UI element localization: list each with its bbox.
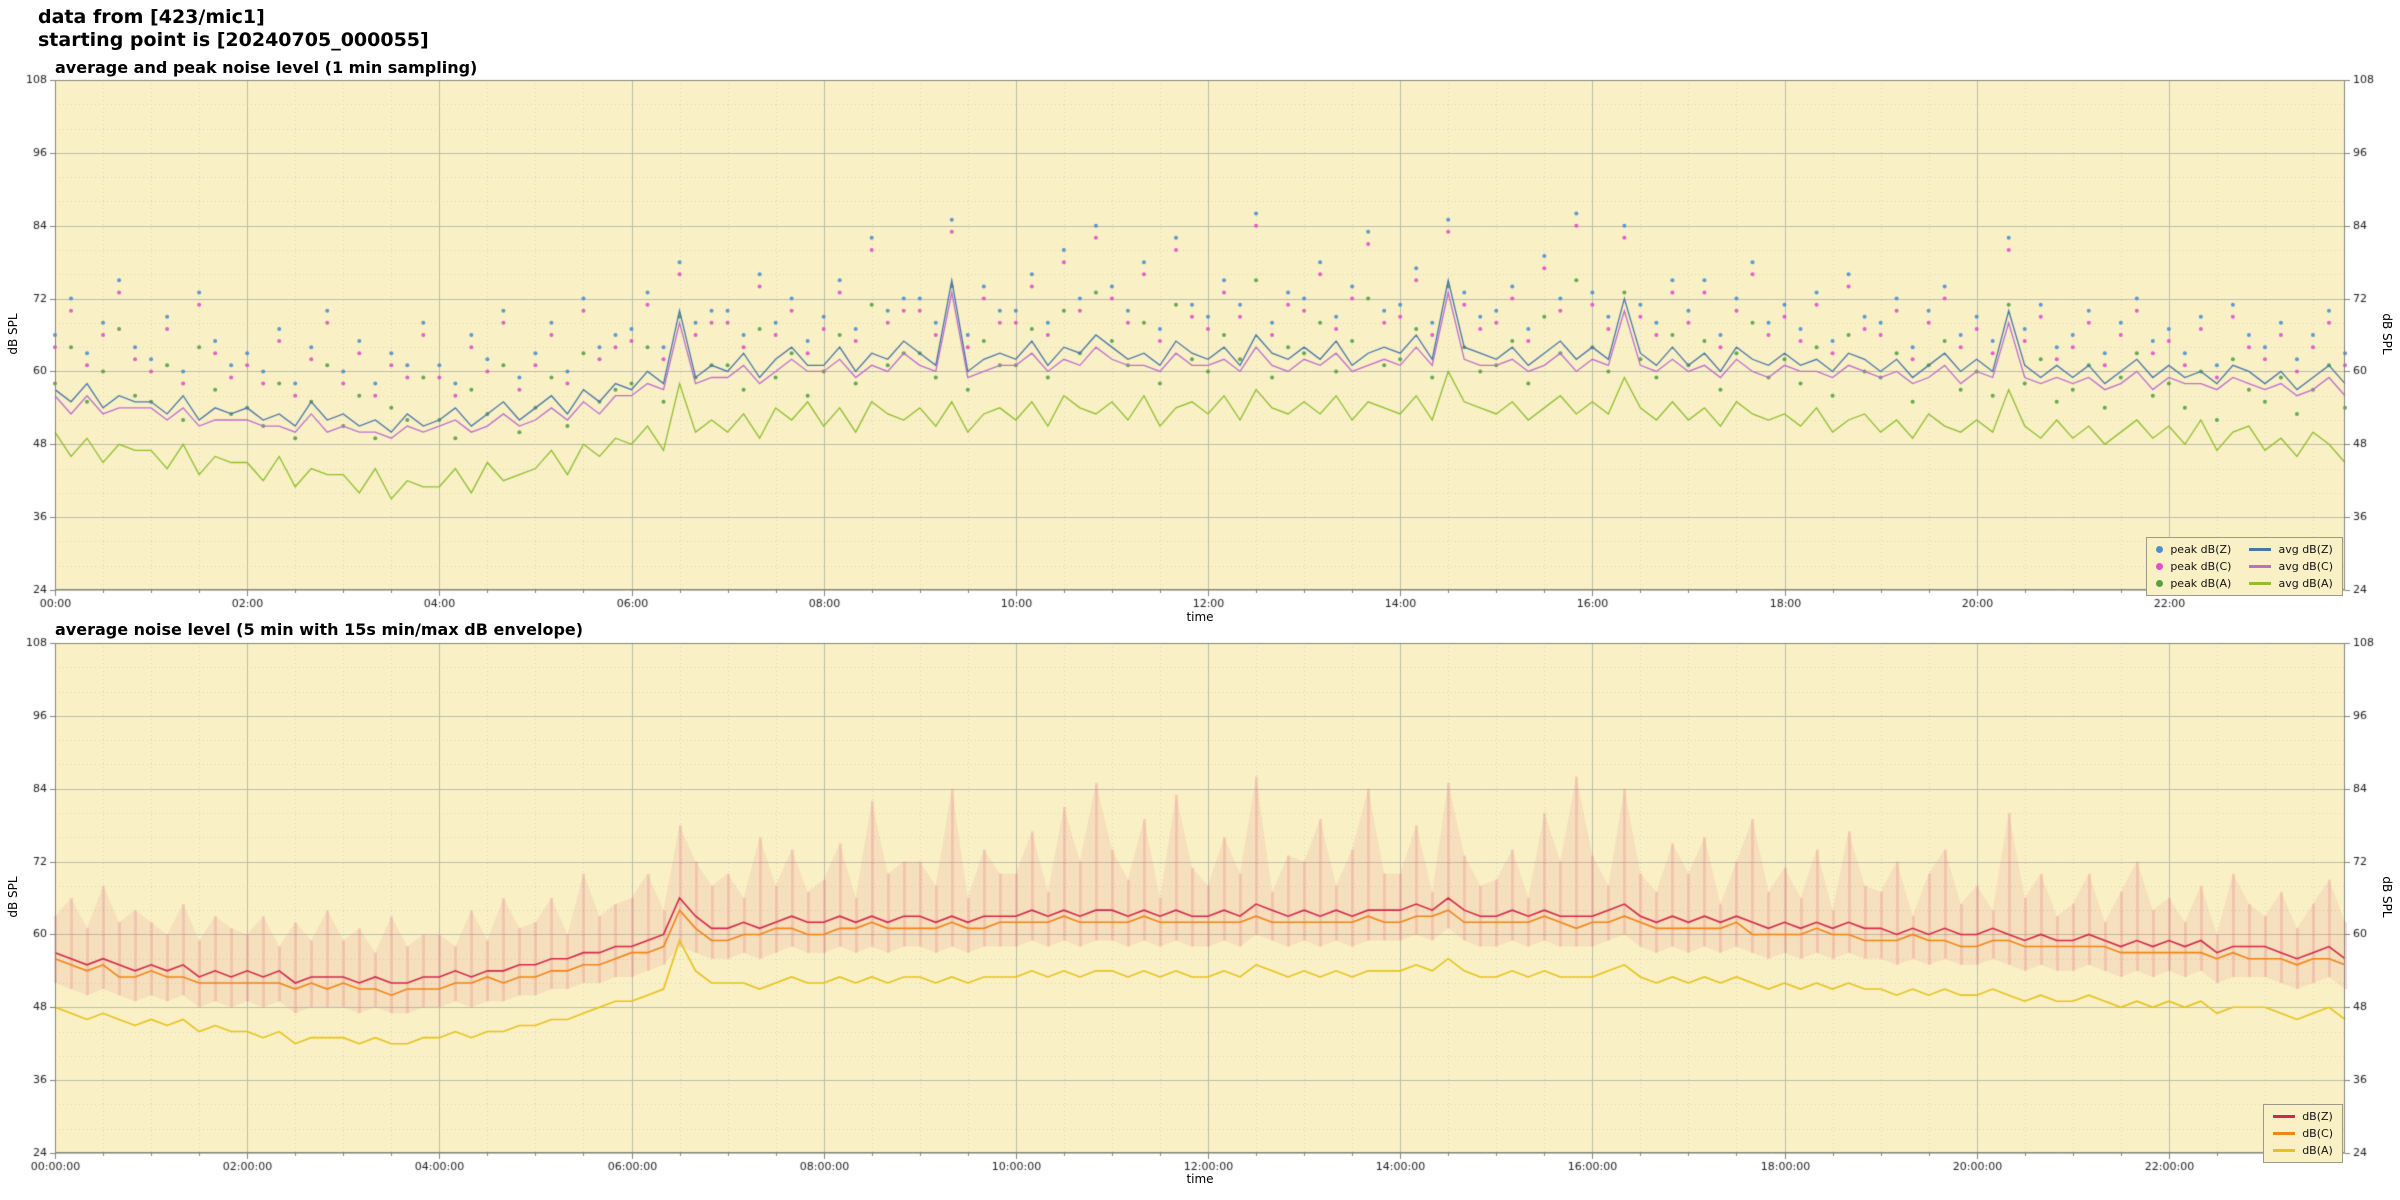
legend-label: dB(Z) [2302,1110,2333,1123]
legend-line-marker [2249,565,2272,568]
legend-label: peak dB(A) [2170,577,2232,590]
legend-item: peak dB(A) [2156,577,2231,590]
legend-item: avg dB(A) [2249,577,2333,590]
legend-label: peak dB(C) [2170,560,2232,573]
legend-item: dB(A) [2273,1144,2333,1157]
legend-line-marker [2273,1149,2296,1152]
legend-dot-marker [2156,563,2164,570]
legend-column: peak dB(Z) peak dB(C) peak dB(A) [2156,543,2231,590]
header-line-source: data from [423/mic1] [38,6,265,28]
legend-dot-marker [2156,546,2164,553]
legend-top: peak dB(Z) peak dB(C) peak dB(A) avg dB(Z) a… [2146,537,2343,596]
header-line-start: starting point is [20240705_000055] [38,29,429,51]
legend-column: avg dB(Z) avg dB(C) avg dB(A) [2249,543,2333,590]
figure-header: data from [423/mic1] starting point is [… [38,6,429,52]
legend-label: peak dB(Z) [2170,543,2232,556]
y-axis-label-right-top: dB SPL [2380,313,2394,355]
legend-column: dB(Z) dB(C) dB(A) [2273,1110,2333,1157]
y-axis-label-left-top: dB SPL [6,313,20,355]
legend-dot-marker [2156,580,2164,587]
legend-label: avg dB(Z) [2278,543,2333,556]
legend-item: peak dB(Z) [2156,543,2231,556]
legend-line-marker [2249,582,2272,585]
legend-label: avg dB(A) [2278,577,2333,590]
legend-item: avg dB(C) [2249,560,2333,573]
legend-label: dB(A) [2302,1144,2333,1157]
chart-title-bottom: average noise level (5 min with 15s min/… [55,620,584,639]
legend-line-marker [2273,1132,2296,1135]
legend-label: dB(C) [2302,1127,2333,1140]
x-axis-label-bottom: time [1186,1172,1214,1186]
legend-item: dB(C) [2273,1127,2333,1140]
noise-chart-canvas-bottom [0,636,2400,1196]
y-axis-label-right-bottom: dB SPL [2380,876,2394,918]
legend-label: avg dB(C) [2278,560,2333,573]
legend-item: avg dB(Z) [2249,543,2333,556]
legend-bottom: dB(Z) dB(C) dB(A) [2263,1104,2343,1163]
legend-line-marker [2273,1115,2296,1118]
legend-item: peak dB(C) [2156,560,2231,573]
x-axis-label-top: time [1186,610,1214,624]
legend-item: dB(Z) [2273,1110,2333,1123]
legend-line-marker [2249,548,2272,551]
noise-chart-canvas-top [0,56,2400,616]
y-axis-label-left-bottom: dB SPL [6,876,20,918]
